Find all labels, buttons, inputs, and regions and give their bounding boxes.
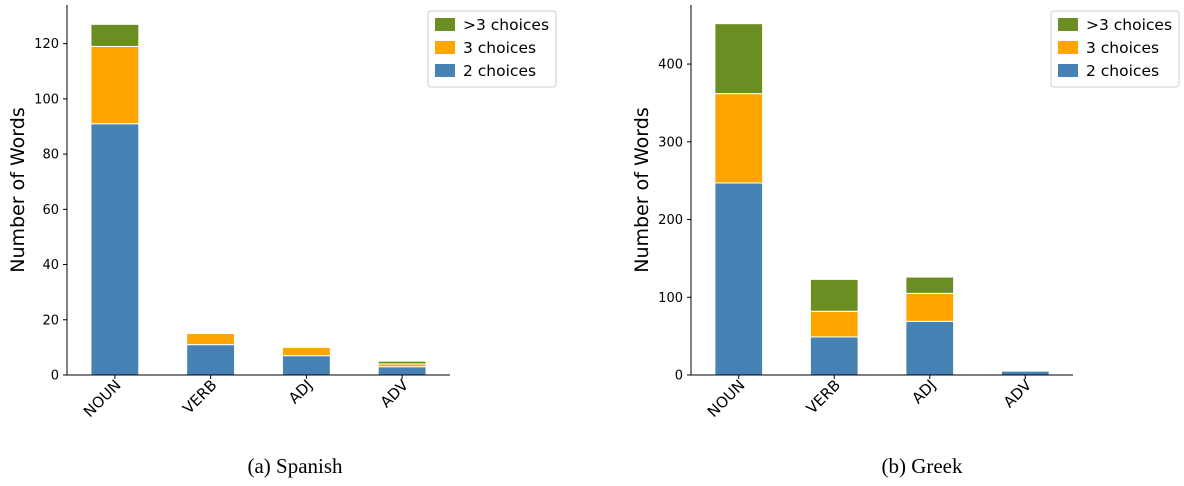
legend: >3 choices 3 choices 2 choices bbox=[1050, 10, 1180, 88]
bar-adj-series-2 bbox=[905, 276, 955, 294]
x-tick-label-verb: VERB bbox=[803, 376, 844, 417]
y-tick-label: 40 bbox=[42, 258, 59, 273]
legend-swatch bbox=[1058, 41, 1078, 54]
bar-adj-series-1 bbox=[905, 292, 955, 322]
legend-swatch bbox=[435, 41, 455, 54]
chart-caption: (a) Spanish bbox=[247, 454, 343, 478]
y-tick-label: 200 bbox=[658, 213, 683, 228]
bar-noun-series-0 bbox=[714, 182, 764, 376]
y-tick-label: 0 bbox=[51, 369, 59, 384]
legend: >3 choices 3 choices 2 choices bbox=[427, 10, 557, 88]
bar-adj-series-0 bbox=[281, 355, 331, 376]
x-tick-label-noun: NOUN bbox=[80, 376, 125, 421]
y-tick-label: 100 bbox=[34, 92, 59, 107]
bar-verb-series-0 bbox=[186, 344, 236, 376]
legend-swatch bbox=[435, 64, 455, 77]
legend-swatch bbox=[435, 18, 455, 31]
bar-noun-series-2 bbox=[90, 23, 140, 47]
chart-panel-1: 0 100 200 300 400 NOUN VERB ADJ ADV Number of Wor… bbox=[631, 5, 1180, 478]
y-tick-label: 20 bbox=[42, 313, 59, 328]
y-tick-label: 400 bbox=[658, 58, 683, 73]
y-axis-label: Number of Words bbox=[631, 107, 653, 272]
y-axis-label: Number of Words bbox=[7, 107, 29, 272]
legend-box bbox=[1050, 10, 1180, 88]
bar-noun-series-2 bbox=[714, 23, 764, 95]
legend-entry-label: 3 choices bbox=[1086, 39, 1159, 57]
x-tick-label-verb: VERB bbox=[179, 376, 220, 417]
bar-adv-series-2 bbox=[377, 360, 427, 365]
legend-entry-label: 2 choices bbox=[1086, 62, 1159, 80]
legend-entry-label: >3 choices bbox=[463, 16, 549, 34]
bar-verb-series-1 bbox=[186, 333, 236, 346]
bar-verb-series-2 bbox=[809, 278, 859, 312]
y-tick-label: 80 bbox=[42, 148, 59, 163]
bar-verb-series-0 bbox=[809, 336, 859, 376]
y-tick-label: 0 bbox=[675, 369, 683, 384]
legend-swatch bbox=[1058, 64, 1078, 77]
y-tick-label: 60 bbox=[42, 203, 59, 218]
legend-entry-label: 3 choices bbox=[463, 39, 536, 57]
x-tick-label-adj: ADJ bbox=[285, 376, 316, 407]
chart-caption: (b) Greek bbox=[881, 454, 963, 478]
bar-noun-series-1 bbox=[90, 45, 140, 125]
bar-adv-series-0 bbox=[1000, 370, 1050, 376]
bar-noun-series-0 bbox=[90, 123, 140, 376]
y-tick-label: 100 bbox=[658, 291, 683, 306]
y-tick-label: 120 bbox=[34, 37, 59, 52]
legend-entry-label: >3 choices bbox=[1086, 16, 1172, 34]
x-tick-label-adj: ADJ bbox=[908, 376, 939, 407]
x-tick-label-noun: NOUN bbox=[704, 376, 749, 421]
legend-swatch bbox=[1058, 18, 1078, 31]
y-tick-label: 300 bbox=[658, 135, 683, 150]
legend-box bbox=[427, 10, 557, 88]
bar-adj-series-0 bbox=[905, 320, 955, 376]
x-tick-label-adv: ADV bbox=[1000, 376, 1036, 412]
x-tick-label-adv: ADV bbox=[377, 376, 413, 412]
chart-panel-0: 0 20 40 60 80 100 120 NOUN VERB ADJ ADV Number of W… bbox=[7, 5, 557, 478]
bar-adj-series-1 bbox=[281, 346, 331, 357]
bar-noun-series-1 bbox=[714, 93, 764, 184]
bar-adv-series-0 bbox=[377, 366, 427, 376]
bar-verb-series-1 bbox=[809, 310, 859, 338]
legend-entry-label: 2 choices bbox=[463, 62, 536, 80]
